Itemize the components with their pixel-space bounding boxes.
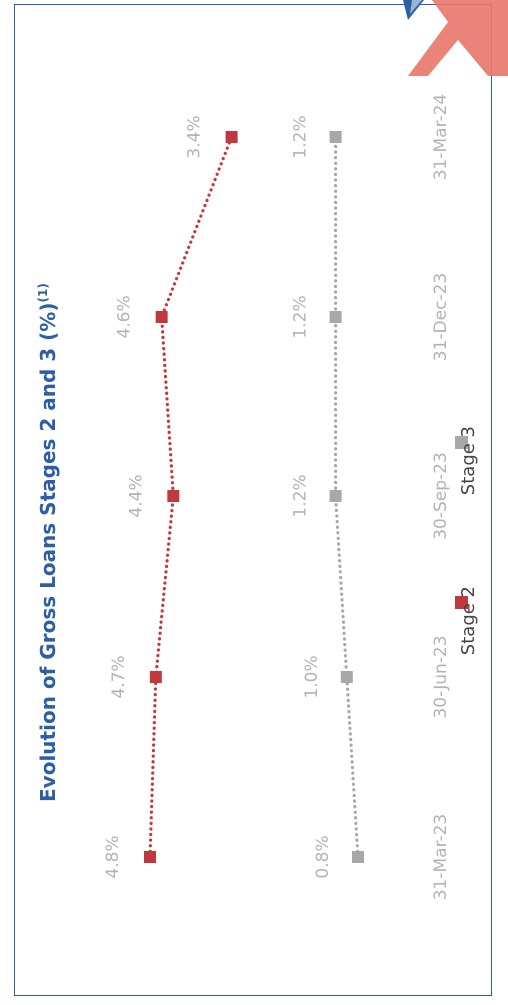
data-point-stage-3 bbox=[340, 671, 353, 683]
data-label-stage-2: 4.6% bbox=[115, 295, 135, 338]
brand-logo bbox=[403, 0, 508, 76]
data-point-stage-2 bbox=[225, 131, 238, 143]
x-tick-label: 31-Dec-23 bbox=[431, 273, 451, 361]
data-point-stage-2 bbox=[155, 311, 168, 323]
series-line-stage-3 bbox=[334, 135, 360, 859]
data-label-stage-2: 4.4% bbox=[126, 474, 146, 517]
data-label-stage-3: 1.2% bbox=[291, 115, 311, 158]
x-tick-label: 31-Mar-23 bbox=[431, 814, 451, 901]
data-label-stage-2: 4.7% bbox=[109, 655, 129, 698]
data-label-stage-3: 1.0% bbox=[302, 655, 322, 698]
data-point-stage-2 bbox=[144, 851, 156, 863]
legend-swatch-stage-2 bbox=[455, 596, 468, 609]
x-tick-label: 31-Mar-24 bbox=[431, 94, 451, 181]
data-point-stage-3 bbox=[329, 311, 342, 323]
data-label-stage-2: 3.4% bbox=[185, 115, 205, 158]
data-point-stage-2 bbox=[149, 671, 162, 683]
legend: Stage 2 Stage 3 bbox=[455, 426, 479, 655]
legend-label-stage-2: Stage 2 bbox=[458, 586, 479, 655]
legend-swatch-stage-3 bbox=[455, 436, 468, 449]
chart-title-superscript: (1) bbox=[36, 283, 50, 302]
data-point-stage-3 bbox=[329, 131, 342, 143]
data-label-stage-3: 1.2% bbox=[291, 295, 311, 338]
data-point-stage-3 bbox=[329, 490, 342, 502]
chart-title: Evolution of Gross Loans Stages 2 and 3 … bbox=[36, 283, 60, 802]
legend-label-stage-3: Stage 3 bbox=[458, 426, 479, 495]
chart-frame bbox=[14, 4, 492, 996]
data-point-stage-2 bbox=[167, 490, 180, 502]
x-tick-label: 30-Jun-23 bbox=[431, 635, 451, 718]
x-axis-tick-labels: 31-Mar-23 30-Jun-23 30-Sep-23 31-Dec-23 31-M… bbox=[431, 94, 451, 901]
series-layer: 4.8% 4.7% 4.4% 4.6% 3.4% 0.8% 1.0% 1.2% 1.2% 1.2% bbox=[103, 115, 364, 879]
series-line-stage-2 bbox=[148, 135, 234, 859]
chart-title-group: Evolution of Gross Loans Stages 2 and 3 … bbox=[36, 283, 60, 802]
data-label-stage-3: 0.8% bbox=[313, 835, 333, 878]
data-point-stage-3 bbox=[352, 851, 364, 863]
x-tick-label: 30-Sep-23 bbox=[431, 452, 451, 540]
data-label-stage-2: 4.8% bbox=[103, 835, 123, 878]
data-label-stage-3: 1.2% bbox=[291, 474, 311, 517]
